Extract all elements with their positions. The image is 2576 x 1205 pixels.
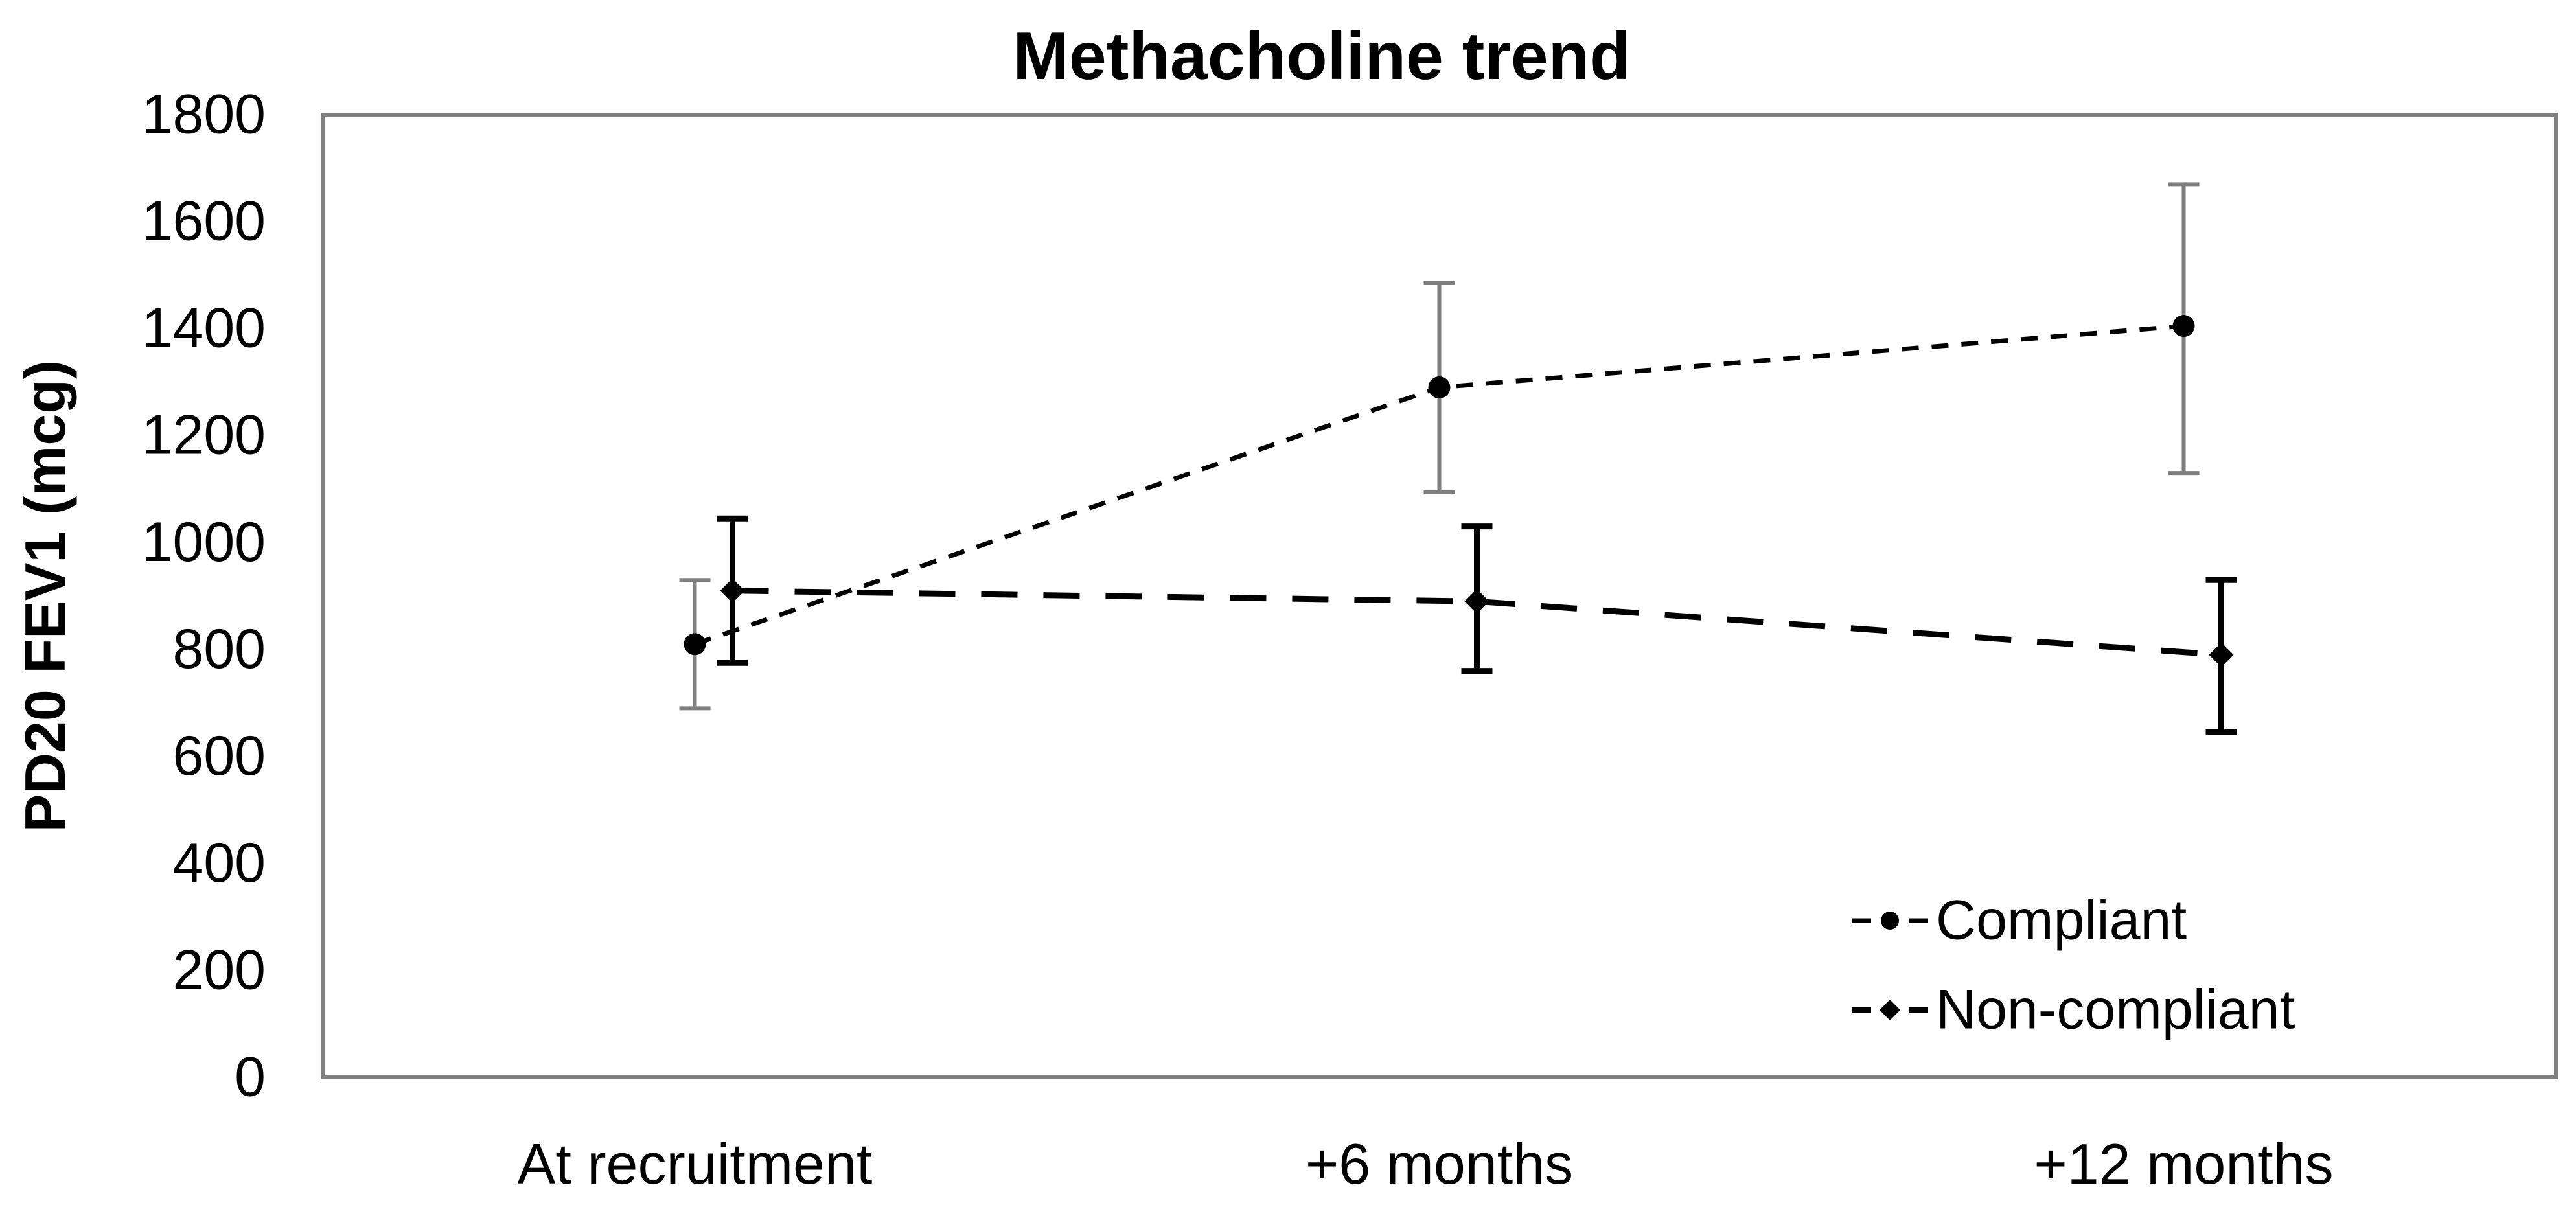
x-axis-category-labels: At recruitment +6 months +12 months [518, 1132, 2334, 1196]
y-axis-tick-labels: 0 200 400 600 800 1000 1200 1400 1600 1800 [142, 83, 266, 1108]
legend-marker-non-compliant [1880, 1000, 1900, 1020]
y-tick-label-1400: 1400 [142, 297, 266, 360]
x-category-label-at-recruitment: At recruitment [518, 1132, 873, 1196]
plot-area-frame [321, 113, 2558, 1079]
marker-non-compliant-0 [720, 578, 745, 603]
y-tick-label-1000: 1000 [142, 511, 266, 573]
y-tick-label-1200: 1200 [142, 404, 266, 466]
marker-non-compliant-2 [2209, 642, 2234, 667]
y-axis-title: PD20 FEV1 (mcg) [13, 360, 77, 832]
legend-marker-compliant [1881, 912, 1899, 930]
y-tick-label-200: 200 [173, 939, 266, 1001]
chart-title: Methacholine trend [1013, 19, 1630, 94]
x-category-label--12-months: +12 months [2034, 1132, 2333, 1196]
marker-compliant-1 [1428, 376, 1451, 399]
y-tick-label-600: 600 [173, 725, 266, 787]
legend-label-non-compliant: Non-compliant [1936, 978, 2295, 1040]
y-tick-label-400: 400 [173, 832, 266, 894]
legend: Compliant Non-compliant [1852, 889, 2295, 1040]
y-tick-label-800: 800 [173, 618, 266, 680]
marker-non-compliant-1 [1464, 589, 1489, 614]
y-tick-label-1800: 1800 [142, 83, 266, 145]
marker-compliant-0 [684, 633, 706, 656]
legend-label-compliant: Compliant [1936, 889, 2187, 951]
x-category-label--6-months: +6 months [1305, 1132, 1573, 1196]
y-tick-label-1600: 1600 [142, 190, 266, 252]
data-series-layer [679, 182, 2237, 736]
y-tick-label-0: 0 [235, 1046, 266, 1108]
marker-compliant-2 [2172, 315, 2195, 338]
